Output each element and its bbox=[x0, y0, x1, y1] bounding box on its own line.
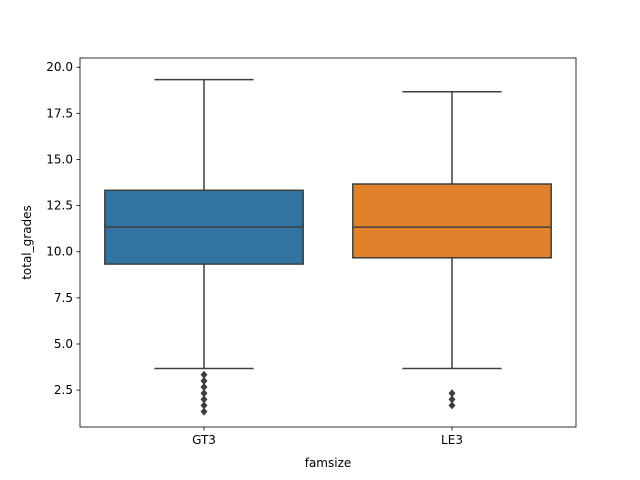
outlier-point bbox=[200, 395, 208, 404]
y-tick-label: 15.0 bbox=[46, 152, 73, 166]
iqr-box bbox=[352, 183, 552, 259]
x-tick-label: LE3 bbox=[441, 433, 463, 447]
x-axis-label: famsize bbox=[305, 456, 352, 470]
outlier-point bbox=[200, 382, 208, 391]
y-axis-label: total_grades bbox=[20, 205, 34, 280]
y-tick-label: 5.0 bbox=[54, 337, 73, 351]
outlier-point bbox=[200, 401, 208, 410]
boxes-layer bbox=[104, 78, 552, 416]
x-axis: GT3 LE3 bbox=[192, 427, 463, 447]
y-tick-label: 10.0 bbox=[46, 245, 73, 259]
outlier-point bbox=[448, 401, 456, 410]
y-axis: 2.5 5.0 7.5 10.0 12.5 15.0 17.5 20.0 bbox=[46, 60, 80, 397]
box-gt3 bbox=[104, 78, 304, 416]
outlier-point bbox=[200, 407, 208, 416]
y-tick-label: 7.5 bbox=[54, 291, 73, 305]
y-tick-label: 20.0 bbox=[46, 60, 73, 74]
plot-frame bbox=[79, 57, 577, 428]
y-tick-label: 17.5 bbox=[46, 106, 73, 120]
outlier-point bbox=[448, 389, 456, 398]
outlier-point bbox=[448, 395, 456, 404]
box-le3 bbox=[352, 91, 552, 410]
y-tick-label: 12.5 bbox=[46, 199, 73, 213]
outlier-point bbox=[200, 389, 208, 398]
outlier-point bbox=[200, 376, 208, 385]
y-tick-label: 2.5 bbox=[54, 383, 73, 397]
x-tick-label: GT3 bbox=[192, 433, 216, 447]
outlier-point bbox=[200, 370, 208, 379]
